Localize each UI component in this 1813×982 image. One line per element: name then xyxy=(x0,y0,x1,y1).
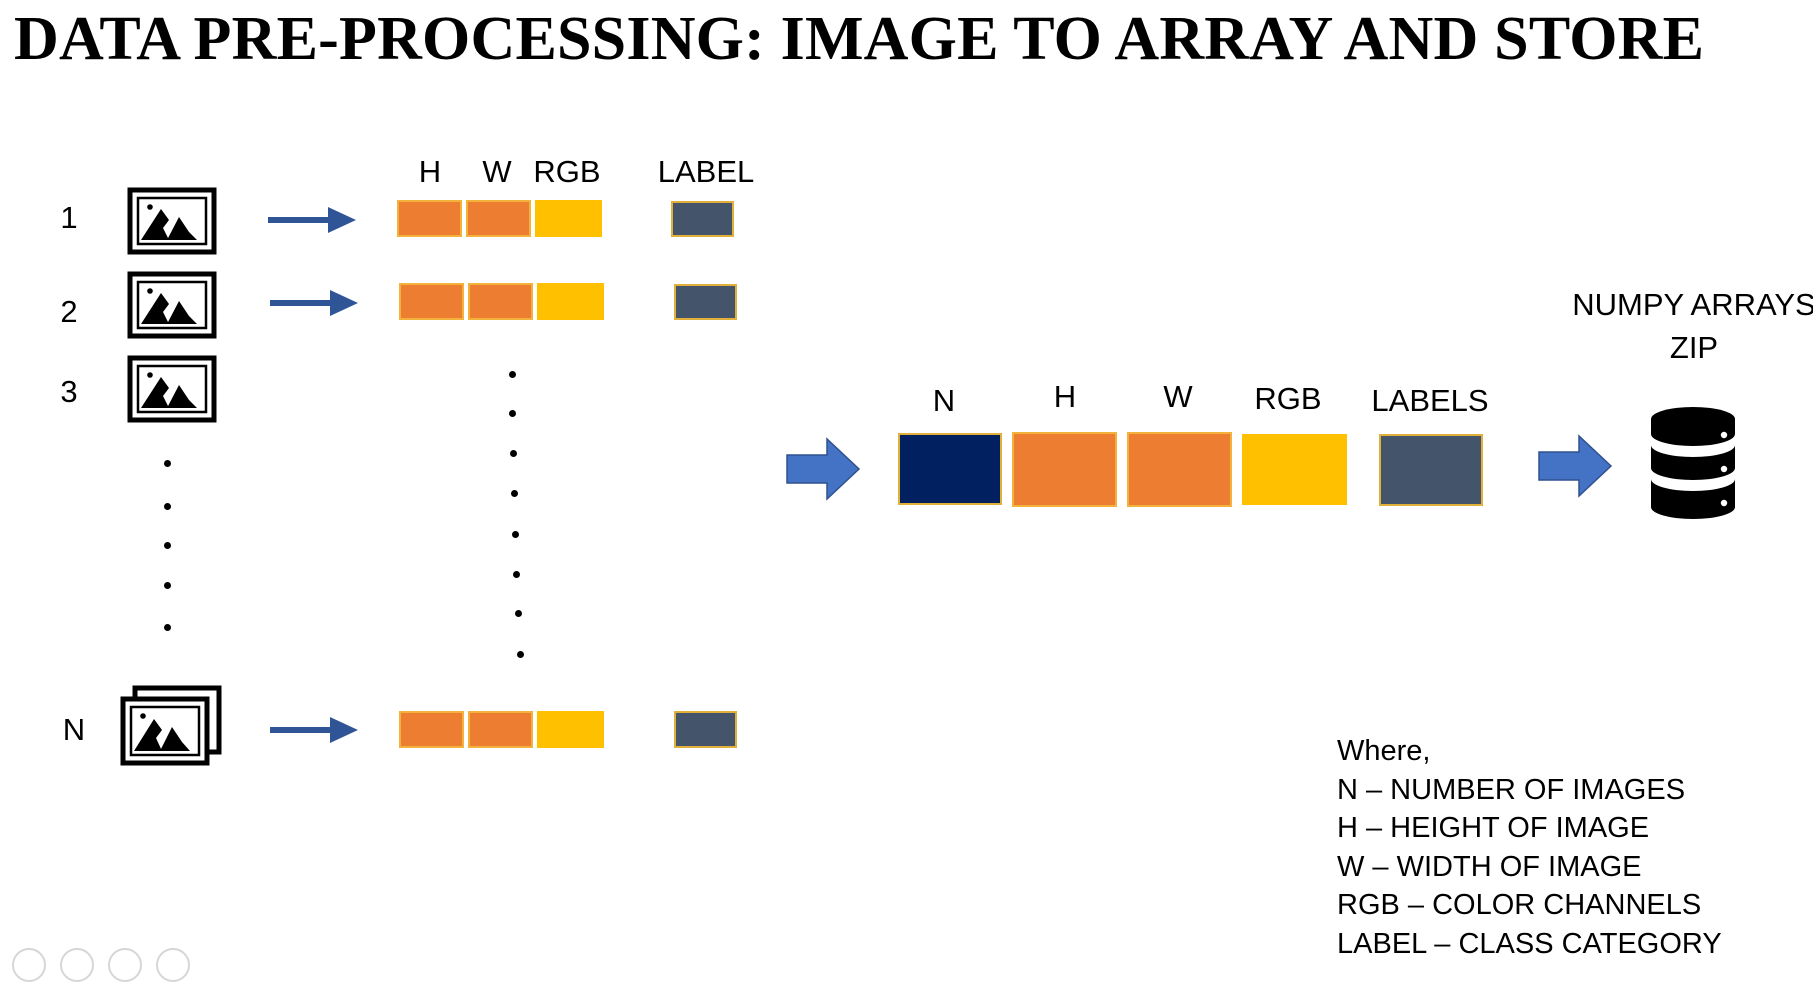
array-cell-h xyxy=(399,283,464,320)
ellipsis-dot xyxy=(164,460,171,467)
ellipsis-dot xyxy=(509,410,516,417)
block-arrow-right-icon xyxy=(1538,434,1613,498)
array-cell-label xyxy=(674,284,737,320)
ellipsis-dot xyxy=(164,624,171,631)
combined-header-rgb: RGB xyxy=(1254,381,1322,416)
slide-title: DATA PRE-PROCESSING: IMAGE TO ARRAY AND … xyxy=(14,5,1705,73)
legend: Where, N – NUMBER OF IMAGES H – HEIGHT O… xyxy=(1337,732,1722,963)
ellipsis-dot xyxy=(509,371,516,378)
combined-header-w: W xyxy=(1163,379,1193,414)
array-cell-w xyxy=(466,200,531,237)
image-icon xyxy=(127,271,217,339)
image-icon xyxy=(127,355,217,423)
combined-cell-h xyxy=(1012,432,1117,507)
column-header-rgb: RGB xyxy=(533,154,601,189)
ellipsis-dot xyxy=(164,582,171,589)
stacked-images-icon xyxy=(120,685,222,766)
legend-item-label: LABEL – CLASS CATEGORY xyxy=(1337,927,1722,960)
legend-item-rgb: RGB – COLOR CHANNELS xyxy=(1337,889,1702,921)
ellipsis-dot xyxy=(517,651,524,658)
combined-header-n: N xyxy=(932,383,956,418)
row-number-1: 1 xyxy=(60,200,78,235)
array-cell-w xyxy=(468,711,533,748)
storage-label-line2: ZIP xyxy=(1669,330,1719,365)
array-cell-h xyxy=(397,200,462,237)
array-cell-label xyxy=(671,201,734,237)
array-cell-h xyxy=(399,711,464,748)
toolbar-ghost-icon xyxy=(12,948,46,982)
legend-item-h: H – HEIGHT OF IMAGE xyxy=(1337,812,1650,844)
legend-item-n: N – NUMBER OF IMAGES xyxy=(1337,773,1686,806)
toolbar-ghost-icon xyxy=(108,948,142,982)
combined-cell-n xyxy=(898,433,1002,505)
column-header-w: W xyxy=(482,154,512,189)
array-cell-rgb xyxy=(535,200,602,237)
combined-header-labels: LABELS xyxy=(1371,383,1489,418)
ellipsis-dot xyxy=(512,531,519,538)
combined-cell-labels xyxy=(1379,434,1483,506)
legend-heading: Where, xyxy=(1337,735,1431,767)
ellipsis-dot xyxy=(511,490,518,497)
arrow-right-icon xyxy=(268,207,356,233)
arrow-right-icon xyxy=(270,290,358,316)
database-icon xyxy=(1651,407,1735,519)
combined-header-h: H xyxy=(1053,379,1077,414)
ellipsis-dot xyxy=(164,503,171,510)
combined-cell-w xyxy=(1127,432,1232,507)
column-header-label: LABEL xyxy=(657,154,755,189)
array-cell-label xyxy=(674,711,737,748)
ellipsis-dot xyxy=(513,571,520,578)
storage-label-line1: NUMPY ARRAYS xyxy=(1572,287,1813,322)
ellipsis-dot xyxy=(164,542,171,549)
toolbar-ghost-icon xyxy=(60,948,94,982)
block-arrow-right-icon xyxy=(786,437,861,501)
ellipsis-dot xyxy=(510,450,517,457)
combined-cell-rgb xyxy=(1242,434,1347,505)
image-icon xyxy=(127,187,217,255)
row-number-2: 2 xyxy=(60,294,78,329)
legend-item-w: W – WIDTH OF IMAGE xyxy=(1337,850,1642,883)
ellipsis-dot xyxy=(515,610,522,617)
row-number-n: N xyxy=(62,712,86,747)
toolbar-ghost-icon xyxy=(156,948,190,982)
arrow-right-icon xyxy=(270,717,358,743)
array-cell-w xyxy=(468,283,533,320)
row-number-3: 3 xyxy=(60,374,78,409)
array-cell-rgb xyxy=(537,711,604,748)
column-header-h: H xyxy=(418,154,442,189)
array-cell-rgb xyxy=(537,283,604,320)
